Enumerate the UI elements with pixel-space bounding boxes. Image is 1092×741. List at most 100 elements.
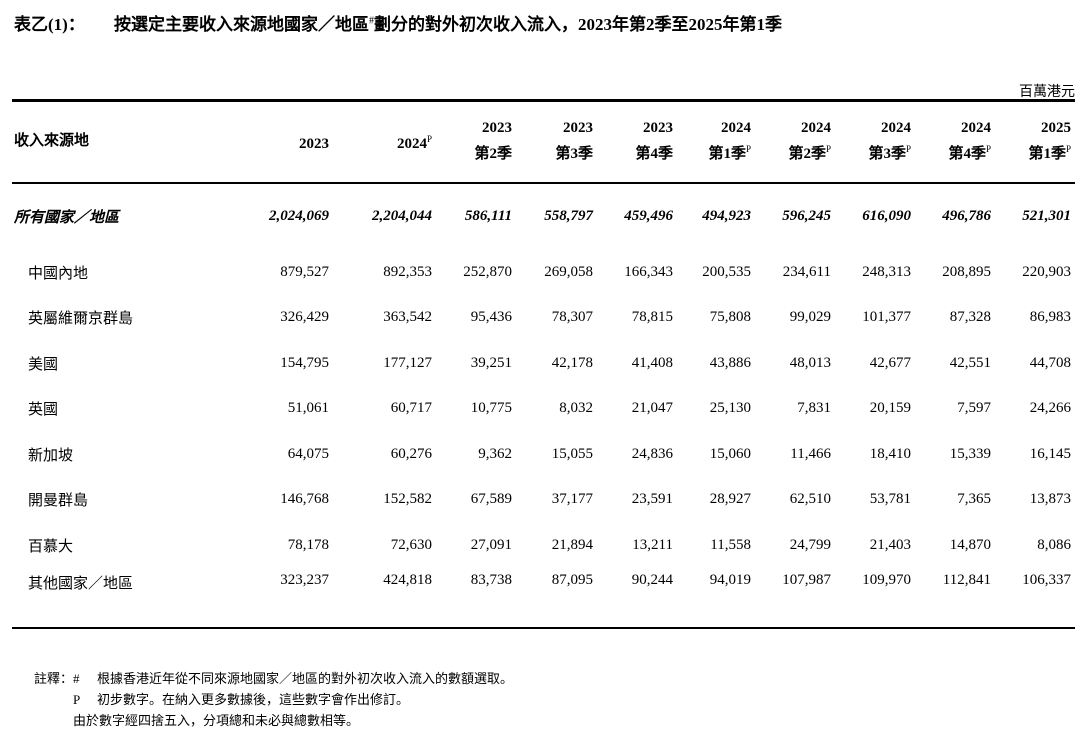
- table-row: 美國 154,795 177,127 39,251 42,178 41,408 43,886…: [12, 341, 1075, 387]
- cell-value: 21,403: [869, 536, 911, 553]
- cell-value: 87,095: [551, 572, 593, 588]
- header-col: 2024P: [396, 133, 432, 152]
- cell-value: 99,029: [789, 309, 831, 326]
- cell-value: 879,527: [280, 263, 329, 280]
- cell-value: 42,551: [949, 354, 991, 371]
- cell-value: 494,923: [702, 208, 751, 224]
- cell-value: 51,061: [287, 400, 329, 417]
- cell-value: 48,013: [789, 354, 831, 371]
- cell-value: 39,251: [470, 354, 512, 371]
- cell-value: 21,894: [551, 536, 593, 553]
- cell-value: 43,886: [709, 354, 751, 371]
- row-label: 美國: [28, 356, 59, 373]
- cell-value: 24,266: [1029, 400, 1071, 417]
- header-row: 收入來源地 2023 2024P 2023 第2季 2023 第3季 2023 第4季 2024…: [12, 100, 1075, 183]
- cell-value: 2,204,044: [372, 208, 432, 224]
- cell-value: 24,836: [631, 445, 673, 462]
- cell-value: 53,781: [869, 491, 911, 508]
- cell-value: 11,558: [710, 536, 751, 553]
- cell-value: 25,130: [709, 400, 751, 417]
- notes: 註釋：# 根據香港近年從不同來源地國家／地區的對外初次收入流入的數額選取。 P 初步…: [34, 668, 513, 731]
- table-row: 其他國家／地區 323,237 424,818 83,738 87,095 90,244 9…: [12, 568, 1075, 628]
- cell-value: 107,987: [782, 572, 831, 588]
- cell-value: 177,127: [383, 354, 432, 371]
- cell-value: 208,895: [942, 263, 991, 280]
- row-label: 英國: [28, 402, 59, 419]
- cell-value: 521,301: [1022, 208, 1071, 224]
- cell-value: 75,808: [709, 309, 751, 326]
- note-2: P 初步數字。在納入更多數據後，這些數字會作出修訂。: [73, 692, 410, 707]
- cell-value: 67,589: [470, 491, 512, 508]
- cell-value: 44,708: [1029, 354, 1071, 371]
- cell-value: 586,111: [464, 208, 512, 224]
- header-col: 2023 第4季: [635, 120, 673, 163]
- cell-value: 7,597: [957, 400, 991, 417]
- cell-value: 78,178: [287, 536, 329, 553]
- cell-value: 8,032: [559, 400, 593, 417]
- cell-value: 27,091: [470, 536, 512, 553]
- cell-value: 78,815: [631, 309, 673, 326]
- cell-value: 10,775: [470, 400, 512, 417]
- cell-value: 101,377: [862, 309, 911, 326]
- header-col: 2023 第3季: [555, 120, 593, 163]
- cell-value: 9,362: [478, 445, 512, 462]
- cell-value: 18,410: [869, 445, 911, 462]
- cell-value: 616,090: [862, 208, 911, 224]
- cell-value: 95,436: [470, 309, 512, 326]
- table-row: 英國 51,061 60,717 10,775 8,032 21,047 25,130 7,8…: [12, 386, 1075, 432]
- cell-value: 64,075: [287, 445, 329, 462]
- cell-value: 7,831: [797, 400, 831, 417]
- cell-value: 83,738: [470, 572, 512, 588]
- cell-value: 23,591: [631, 491, 673, 508]
- cell-value: 72,630: [390, 536, 432, 553]
- row-label: 所有國家／地區: [14, 210, 120, 226]
- cell-value: 234,611: [782, 263, 831, 280]
- row-label: 百慕大: [28, 538, 74, 555]
- cell-value: 892,353: [383, 263, 432, 280]
- total-row: 所有國家／地區 2,024,069 2,204,044 586,111 558,797 4…: [12, 183, 1075, 250]
- cell-value: 11,466: [790, 445, 831, 462]
- cell-value: 94,019: [709, 572, 751, 588]
- table-row: 開曼群島 146,768 152,582 67,589 37,177 23,591 28,9…: [12, 477, 1075, 523]
- cell-value: 106,337: [1022, 572, 1071, 588]
- row-label: 中國內地: [28, 265, 89, 282]
- cell-value: 496,786: [942, 208, 991, 224]
- cell-value: 200,535: [702, 263, 751, 280]
- cell-value: 41,408: [631, 354, 673, 371]
- table-title: 表乙(1)： 按選定主要收入來源地國家／地區#劃分的對外初次收入流入，2023年第…: [14, 10, 782, 35]
- cell-value: 424,818: [383, 572, 432, 588]
- cell-value: 112,841: [942, 572, 991, 588]
- cell-value: 323,237: [280, 572, 329, 588]
- note-3: 由於數字經四捨五入，分項總和未必與總數相等。: [73, 713, 360, 728]
- cell-value: 252,870: [463, 263, 512, 280]
- cell-value: 60,717: [390, 400, 432, 417]
- header-col: 2024 第2季P: [788, 120, 831, 163]
- cell-value: 42,178: [551, 354, 593, 371]
- cell-value: 363,542: [383, 309, 432, 326]
- cell-value: 90,244: [631, 572, 673, 588]
- cell-value: 42,677: [869, 354, 911, 371]
- cell-value: 459,496: [624, 208, 673, 224]
- header-col: 2024 第1季P: [708, 120, 751, 163]
- unit-label: 百萬港元: [1019, 85, 1075, 100]
- cell-value: 21,047: [631, 400, 673, 417]
- cell-value: 248,313: [862, 263, 911, 280]
- cell-value: 15,055: [551, 445, 593, 462]
- cell-value: 558,797: [544, 208, 593, 224]
- income-table: 收入來源地 2023 2024P 2023 第2季 2023 第3季 2023 第4季 2024…: [12, 99, 1075, 629]
- table-row: 英屬維爾京群島 326,429 363,542 95,436 78,307 78,815 7…: [12, 295, 1075, 341]
- cell-value: 86,983: [1029, 309, 1071, 326]
- note-1: 註釋：# 根據香港近年從不同來源地國家／地區的對外初次收入流入的數額選取。: [34, 671, 514, 686]
- table-row: 百慕大 78,178 72,630 27,091 21,894 13,211 11,558 2…: [12, 523, 1075, 569]
- cell-value: 37,177: [551, 491, 593, 508]
- cell-value: 78,307: [551, 309, 593, 326]
- header-source: 收入來源地: [14, 133, 90, 150]
- cell-value: 15,060: [709, 445, 751, 462]
- cell-value: 14,870: [949, 536, 991, 553]
- cell-value: 109,970: [862, 572, 911, 588]
- cell-value: 15,339: [949, 445, 991, 462]
- table-number: 表乙(1)：: [14, 15, 85, 34]
- row-label: 開曼群島: [28, 493, 89, 510]
- cell-value: 146,768: [280, 491, 329, 508]
- cell-value: 152,582: [383, 491, 432, 508]
